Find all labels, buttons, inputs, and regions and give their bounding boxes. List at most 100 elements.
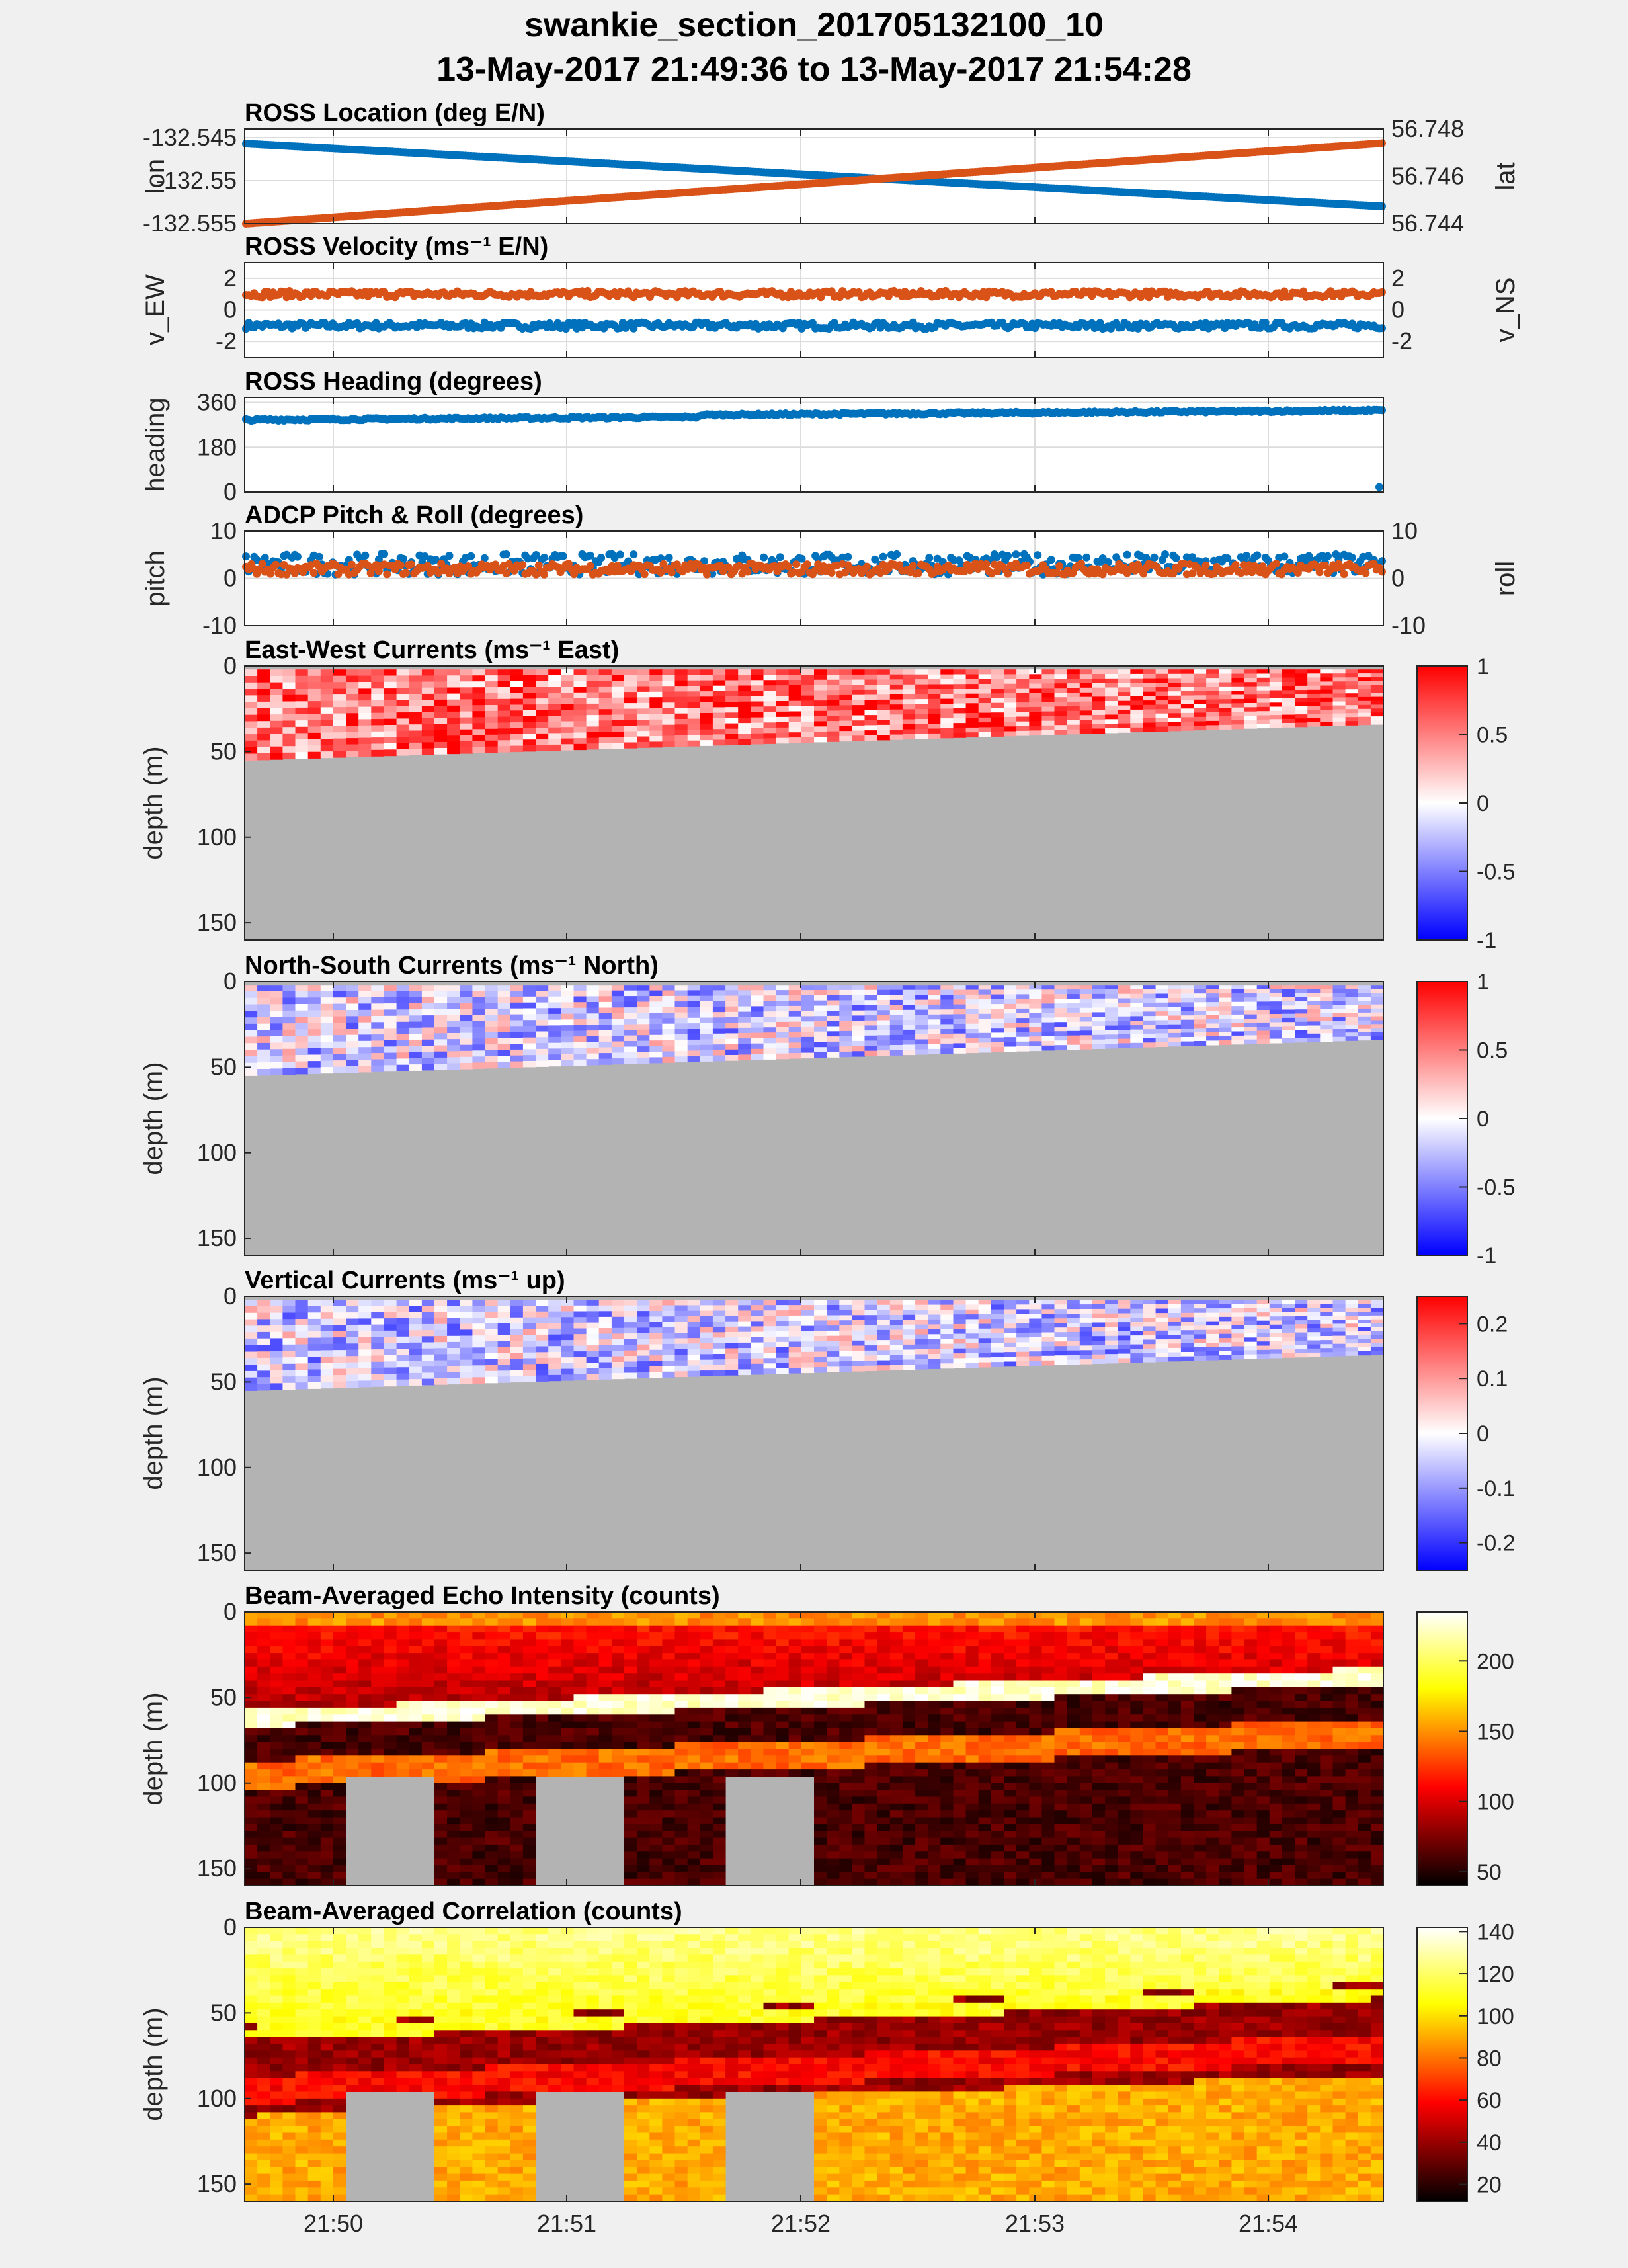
heatmap-cell [712,707,726,714]
heatmap-cell [877,735,891,741]
heatmap-cell [776,706,790,712]
heatmap-cell [522,710,536,717]
heatmap-cell [763,738,777,744]
heatmap-cell [1206,695,1219,700]
heatmap-cell [346,1041,359,1048]
heatmap-cell [1358,708,1371,714]
heatmap-cell [928,679,941,685]
heatmap-cell [295,1055,309,1062]
heatmap-cell [649,736,663,742]
heatmap-cell [358,744,372,751]
heatmap-cell [1067,693,1080,698]
heatmap-cell [751,995,764,1001]
heatmap-cell [536,687,549,693]
heatmap-cell [573,681,587,687]
heatmap-cell [738,712,751,718]
heatmap-cell [965,732,979,738]
heatmap-cell [460,729,473,736]
heatmap-cell [497,704,511,712]
heatmap-cell [662,1051,676,1058]
heatmap-cell [472,699,486,706]
panels: -132.545-132.55-132.55556.74856.74656.74… [139,99,1520,2237]
heatmap-cell [649,719,663,726]
heatmap-cell [1219,724,1232,730]
heatmap-cell [712,1028,726,1034]
heatmap-cell [1016,683,1030,689]
heatmap-cell [421,712,435,719]
heatmap-cell [738,1022,751,1029]
heatmap-cell [637,1040,650,1047]
y-axis-label: v_EW [141,274,170,345]
heatmap-cell [409,1027,423,1034]
heatmap-cell [991,674,1004,680]
heatmap-cell [421,1046,435,1052]
heatmap-cell [586,715,600,722]
heatmap-cell [1231,712,1245,717]
heatmap-cell [384,985,397,992]
heatmap-cell [662,697,676,703]
heatmap-cell [460,687,473,694]
heatmap-cell [421,1015,435,1022]
heatmap-cell [763,691,777,696]
heatmap-cell [510,739,524,747]
heatmap-cell [1256,706,1270,712]
heatmap-cell [940,689,954,694]
heatmap-cell [460,1021,473,1028]
heatmap-cell [320,739,334,746]
heatmap-cell [637,1046,650,1053]
figure-title-line-1: swankie_section_201705132100_10 [524,6,1104,44]
heatmap-cell [257,985,270,992]
heatmap-cell [510,745,524,753]
heatmap-cell [1004,688,1017,694]
heatmap-cell [460,711,473,718]
y-axis-label: depth (m) [139,746,168,859]
heatmap-cell [434,718,448,724]
heatmap-cell [573,1007,587,1015]
heatmap-cell [282,1068,296,1075]
heatmap-cell [1130,705,1143,710]
heatmap-cell [712,680,726,687]
heatmap-cell [877,714,891,720]
heatmap-cell [751,985,764,991]
heatmap-cell [320,1042,334,1049]
heatmap-cell [1194,695,1207,700]
heatmap-cell [751,669,764,675]
heatmap-cell [1269,702,1283,708]
heatmap-cell [674,735,688,741]
y-tick-label: -132.555 [143,210,237,237]
heatmap-cell [687,691,701,698]
heatmap-cell [662,1056,676,1063]
heatmap-cell [776,722,790,728]
heatmap-cell [396,675,410,683]
heatmap-cell [1155,683,1169,688]
heatmap-cell [333,991,346,998]
heatmap-cell [245,740,258,748]
heatmap-cell [497,716,511,724]
heatmap-cell [827,705,840,712]
heatmap-cell [485,1003,499,1009]
heatmap-cell [637,708,650,715]
heatmap-cell [548,727,561,734]
heatmap-cell [687,724,701,730]
heatmap-cell [447,681,460,689]
heatmap-cell [270,1017,283,1024]
heatmap-cell [434,681,448,689]
heatmap-cell [1118,683,1131,688]
heatmap-cell [472,1038,486,1045]
heatmap-cell [611,686,625,693]
heatmap-cell [510,681,524,688]
heatmap-cell [409,712,423,719]
heatmap-cell [801,985,815,991]
heatmap-cell [434,1027,448,1034]
heatmap-cell [434,735,448,743]
heatmap-cell [460,1038,473,1046]
heatmap-cell [320,985,334,992]
heatmap-cell [1219,703,1232,708]
heatmap-cell [611,720,625,727]
heatmap-cell [245,702,258,709]
heatmap-cell [1041,702,1055,708]
heatmap-cell [371,991,384,998]
heatmap-cell [358,1009,372,1017]
heatmap-cell [548,716,561,722]
